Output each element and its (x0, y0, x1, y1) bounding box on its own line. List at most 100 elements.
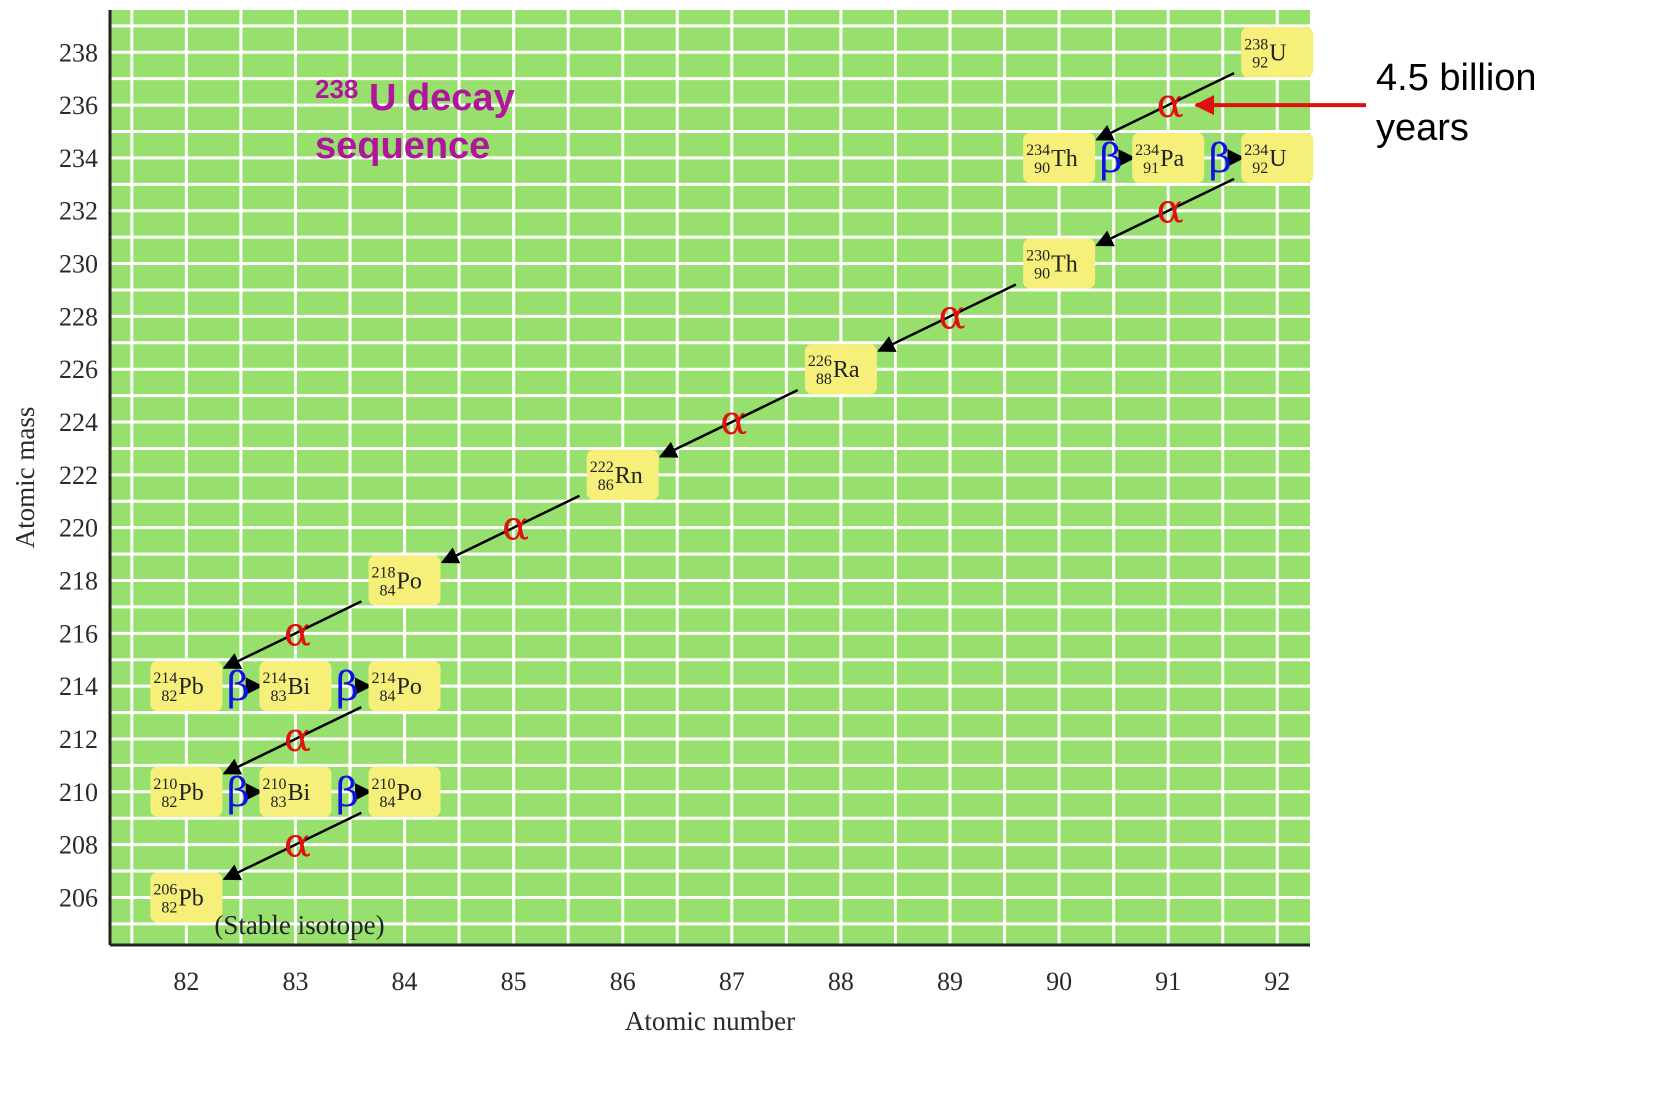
nuclide-symbol: U (1269, 40, 1286, 66)
nuclide-box-bg (1132, 132, 1205, 183)
alpha-decay-arrow (1095, 72, 1235, 141)
nuclide-box-bg (150, 872, 223, 923)
x-tick-label: 92 (1264, 967, 1290, 996)
y-tick-label: 234 (59, 144, 98, 173)
y-tick-label: 222 (59, 461, 98, 490)
beta-label: β (227, 770, 250, 816)
nuclide-box-bg (150, 766, 223, 817)
alpha-label: α (720, 398, 747, 444)
nuclide-atomic-number: 88 (816, 371, 832, 388)
nuclide-box-bg (586, 449, 659, 500)
x-tick-labels: 82 83 84 85 86 87 88 89 90 91 92 (173, 967, 1290, 996)
x-tick-label: 87 (719, 967, 745, 996)
nuclide-atomic-number: 90 (1034, 266, 1050, 283)
nuclide-mass-number: 210 (153, 776, 177, 793)
nuclide-box-bg (1023, 132, 1096, 183)
nuclide-atomic-number: 83 (270, 688, 286, 705)
nuclide-atomic-number: 84 (380, 688, 396, 705)
beta-label: β (1100, 136, 1123, 182)
y-tick-label: 206 (59, 883, 98, 912)
alpha-decay-arrow (440, 494, 581, 564)
nuclide-symbol: Bi (287, 780, 310, 806)
nuclide-box-bg (1023, 238, 1096, 289)
nuclide-box-bg (150, 661, 223, 712)
nuclide-symbol: Pb (178, 885, 203, 911)
nuclide-box-bg (259, 766, 332, 817)
nuclide-symbol: Pb (178, 780, 203, 806)
nuclide-symbol: Po (397, 780, 422, 806)
alpha-label: α (284, 715, 311, 761)
nuclide-mass-number: 210 (372, 776, 396, 793)
nuclide-symbol: Rn (615, 463, 643, 489)
y-tick-label: 238 (59, 38, 98, 67)
y-tick-label: 210 (59, 778, 98, 807)
beta-label: β (1209, 136, 1232, 182)
nuclide-box-bg (259, 661, 332, 712)
nuclide-atomic-number: 90 (1034, 160, 1050, 177)
x-tick-label: 85 (501, 967, 527, 996)
nuclide-atomic-number: 82 (161, 794, 177, 811)
axes (108, 10, 1310, 947)
x-tick-label: 88 (828, 967, 854, 996)
y-tick-label: 218 (59, 567, 98, 596)
alpha-label: α (502, 504, 529, 550)
nuclide-symbol: Pa (1160, 146, 1184, 172)
nuclide-mass-number: 210 (262, 776, 286, 793)
nuclide-atomic-number: 86 (598, 477, 614, 494)
half-life-label-years: years (1376, 107, 1469, 149)
nuclide-symbol: Po (397, 569, 422, 595)
x-tick-label: 82 (173, 967, 199, 996)
nuclide-symbol: Ra (833, 357, 860, 383)
y-tick-label: 236 (59, 91, 98, 120)
nuclide-mass-number: 218 (372, 565, 396, 582)
nuclide-mass-number: 234 (1244, 142, 1268, 159)
alpha-decay-arrow (222, 600, 362, 669)
alpha-label: α (1157, 187, 1184, 233)
nuclide-symbol: Th (1051, 252, 1078, 278)
y-tick-label: 228 (59, 302, 98, 331)
alpha-decay-arrow (658, 389, 799, 458)
y-tick-label: 226 (59, 355, 98, 384)
x-tick-label: 91 (1155, 967, 1181, 996)
y-tick-label: 224 (59, 408, 98, 437)
nuclide-atomic-number: 92 (1252, 160, 1268, 177)
x-tick-label: 86 (610, 967, 636, 996)
stable-isotope-label: (Stable isotope) (214, 910, 384, 940)
nuclide-box-bg (368, 661, 441, 712)
nuclide-box-bg (368, 555, 441, 606)
y-tick-label: 230 (59, 250, 98, 279)
beta-label: β (336, 664, 359, 710)
nuclide-atomic-number: 92 (1252, 54, 1268, 71)
nuclide-mass-number: 234 (1135, 142, 1159, 159)
nuclide-mass-number: 206 (153, 881, 177, 898)
nuclide-box-bg (1241, 132, 1314, 183)
alpha-label: α (284, 821, 311, 867)
x-tick-label: 90 (1046, 967, 1072, 996)
nuclide-mass-number: 238 (1244, 36, 1268, 53)
x-tick-label: 89 (937, 967, 963, 996)
nuclide-mass-number: 214 (153, 670, 177, 687)
nuclide-box-bg (368, 766, 441, 817)
nuclide-atomic-number: 83 (270, 794, 286, 811)
nuclide-box-bg (1241, 27, 1314, 78)
nuclide-mass-number: 226 (808, 353, 832, 370)
nuclide-symbol: Bi (287, 674, 310, 700)
nuclide-atomic-number: 82 (161, 688, 177, 705)
nuclide-atomic-number: 84 (380, 583, 396, 600)
alpha-label: α (938, 292, 965, 338)
nuclide-atomic-number: 82 (161, 899, 177, 916)
nuclide-box-bg (804, 344, 877, 395)
